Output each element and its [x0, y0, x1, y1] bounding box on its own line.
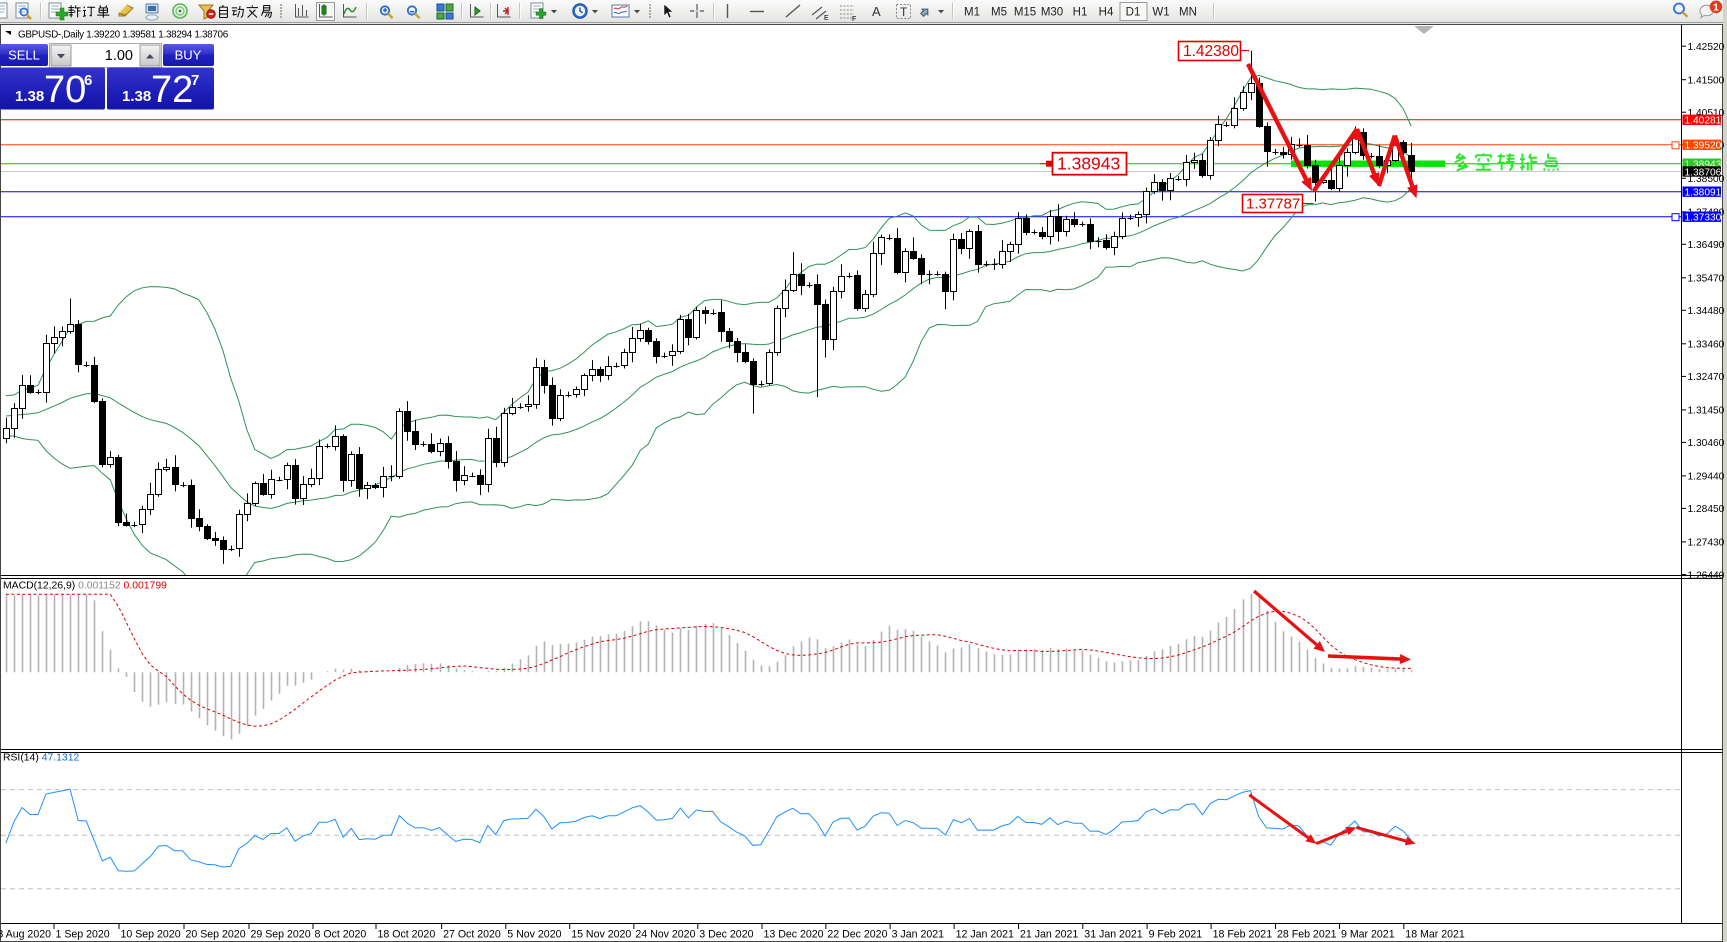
svg-text:W1: W1: [1152, 7, 1169, 19]
svg-text:1.28450: 1.28450: [1688, 504, 1725, 515]
svg-text:3 Dec 2020: 3 Dec 2020: [699, 929, 753, 941]
svg-text:15 Nov 2020: 15 Nov 2020: [571, 929, 631, 941]
svg-text:23 Aug 2020: 23 Aug 2020: [0, 929, 51, 941]
svg-text:1.37330: 1.37330: [1685, 213, 1722, 224]
svg-text:MN: MN: [1179, 7, 1197, 19]
svg-text:1.27430: 1.27430: [1688, 538, 1725, 549]
svg-text:M15: M15: [1014, 7, 1036, 19]
svg-text:1.38943: 1.38943: [1057, 154, 1120, 174]
svg-text:1.36490: 1.36490: [1688, 240, 1725, 251]
svg-text:1.38091: 1.38091: [1685, 188, 1722, 199]
svg-text:27 Oct 2020: 27 Oct 2020: [443, 929, 501, 941]
svg-text:1.42520: 1.42520: [1688, 42, 1725, 53]
svg-text:6: 6: [84, 72, 92, 89]
svg-text:1.33460: 1.33460: [1688, 340, 1725, 351]
svg-text:T: T: [900, 5, 908, 19]
svg-text:70: 70: [44, 69, 86, 111]
svg-text:GBPUSD-,Daily 1.39220 1.39581: GBPUSD-,Daily 1.39220 1.39581 1.38294 1.…: [18, 29, 229, 40]
svg-text:1.35470: 1.35470: [1688, 274, 1725, 285]
svg-text:1.38706: 1.38706: [1685, 167, 1722, 178]
svg-text:10 Sep 2020: 10 Sep 2020: [121, 929, 181, 941]
svg-text:7: 7: [191, 72, 199, 89]
svg-text:SELL: SELL: [8, 48, 40, 63]
svg-text:E: E: [824, 15, 829, 22]
svg-text:M5: M5: [991, 7, 1007, 19]
svg-text:20 Sep 2020: 20 Sep 2020: [186, 929, 246, 941]
svg-text:1.32470: 1.32470: [1688, 372, 1725, 383]
svg-text:21 Jan 2021: 21 Jan 2021: [1020, 929, 1078, 941]
svg-text:M30: M30: [1041, 7, 1063, 19]
svg-text:13 Dec 2020: 13 Dec 2020: [764, 929, 824, 941]
svg-text:1.38: 1.38: [15, 88, 44, 105]
svg-text:3 Jan 2021: 3 Jan 2021: [892, 929, 945, 941]
svg-text:1.40510: 1.40510: [1688, 108, 1725, 119]
svg-text:5 Nov 2020: 5 Nov 2020: [507, 929, 561, 941]
svg-text:1: 1: [1713, 3, 1719, 14]
svg-text:9 Feb 2021: 9 Feb 2021: [1149, 929, 1203, 941]
svg-text:1.38943: 1.38943: [1685, 160, 1722, 171]
svg-text:1.31450: 1.31450: [1688, 406, 1725, 417]
svg-text:18 Oct 2020: 18 Oct 2020: [378, 929, 436, 941]
svg-text:1.39520: 1.39520: [1685, 141, 1722, 152]
svg-text:28 Feb 2021: 28 Feb 2021: [1277, 929, 1337, 941]
svg-text:H4: H4: [1099, 7, 1114, 19]
svg-text:D1: D1: [1126, 7, 1141, 19]
svg-text:1.38500: 1.38500: [1688, 174, 1725, 185]
svg-text:1.38: 1.38: [122, 88, 151, 105]
svg-text:72: 72: [151, 69, 193, 111]
svg-text:18 Feb 2021: 18 Feb 2021: [1213, 929, 1273, 941]
svg-text:12 Jan 2021: 12 Jan 2021: [956, 929, 1014, 941]
svg-text:1.34480: 1.34480: [1688, 306, 1725, 317]
svg-text:BUY: BUY: [175, 48, 202, 63]
svg-text:29 Sep 2020: 29 Sep 2020: [251, 929, 311, 941]
svg-text:M1: M1: [964, 7, 980, 19]
svg-text:1.41500: 1.41500: [1688, 76, 1725, 87]
svg-text:1.40281: 1.40281: [1685, 116, 1722, 127]
svg-text:31 Jan 2021: 31 Jan 2021: [1084, 929, 1142, 941]
svg-text:8 Oct 2020: 8 Oct 2020: [315, 929, 367, 941]
svg-text:1.30460: 1.30460: [1688, 438, 1725, 449]
svg-text:18 Mar 2021: 18 Mar 2021: [1405, 929, 1465, 941]
svg-text:1.00: 1.00: [105, 48, 133, 64]
svg-text:1.37787: 1.37787: [1246, 196, 1300, 213]
svg-text:RSI(14) 47.1312: RSI(14) 47.1312: [3, 753, 79, 764]
svg-text:1.42380: 1.42380: [1183, 43, 1239, 60]
svg-text:24 Nov 2020: 24 Nov 2020: [635, 929, 695, 941]
svg-text:9 Mar 2021: 9 Mar 2021: [1341, 929, 1395, 941]
svg-text:F: F: [852, 16, 856, 23]
svg-text:1.26440: 1.26440: [1688, 570, 1725, 581]
svg-text:1.29440: 1.29440: [1688, 472, 1725, 483]
svg-text:MACD(12,26,9) 0.001152 0.00179: MACD(12,26,9) 0.001152 0.001799: [3, 581, 167, 592]
svg-text:H1: H1: [1073, 7, 1088, 19]
svg-text:22 Dec 2020: 22 Dec 2020: [827, 929, 887, 941]
svg-text:1 Sep 2020: 1 Sep 2020: [56, 929, 110, 941]
svg-text:A: A: [872, 4, 881, 19]
